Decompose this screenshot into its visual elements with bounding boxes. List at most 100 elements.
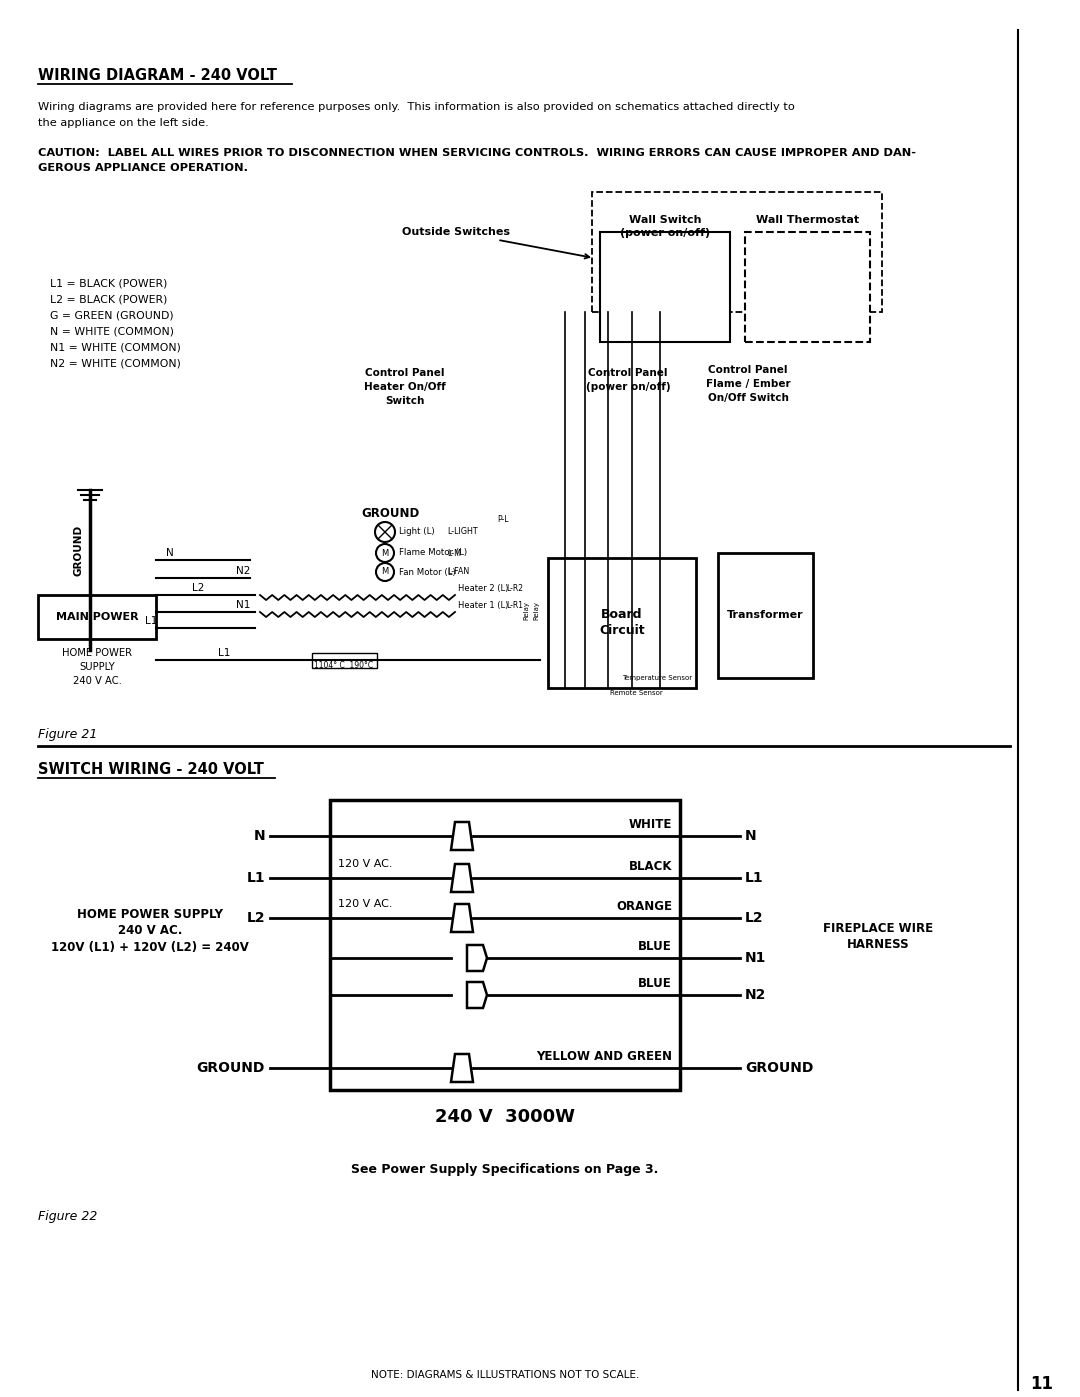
Text: HOME POWER: HOME POWER (62, 648, 132, 658)
Text: N2: N2 (237, 566, 251, 576)
Text: HARNESS: HARNESS (847, 937, 909, 950)
Text: Control Panel: Control Panel (708, 365, 787, 374)
Bar (330, 800, 680, 1090)
Text: 11: 11 (1030, 1375, 1053, 1393)
Polygon shape (451, 863, 473, 893)
Text: Wall Thermostat: Wall Thermostat (756, 215, 860, 225)
Text: N1: N1 (745, 951, 767, 965)
Text: 120 V AC.: 120 V AC. (338, 900, 392, 909)
Text: MAIN POWER: MAIN POWER (56, 612, 138, 622)
Text: L2: L2 (246, 911, 265, 925)
Text: CAUTION:  LABEL ALL WIRES PRIOR TO DISCONNECTION WHEN SERVICING CONTROLS.  WIRIN: CAUTION: LABEL ALL WIRES PRIOR TO DISCON… (38, 148, 916, 158)
Text: FIREPLACE WIRE: FIREPLACE WIRE (823, 922, 933, 935)
Text: 1104° C  190°C: 1104° C 190°C (314, 661, 373, 671)
Text: Flame Motor (L): Flame Motor (L) (399, 549, 468, 557)
Text: Relay: Relay (523, 601, 529, 619)
Text: L2 = BLACK (POWER): L2 = BLACK (POWER) (50, 293, 167, 305)
Text: Switch: Switch (386, 395, 424, 407)
Text: L1: L1 (745, 870, 764, 886)
Bar (718, 553, 813, 678)
Text: Heater 1 (L): Heater 1 (L) (458, 601, 509, 610)
Bar (745, 232, 870, 342)
Text: P-L: P-L (497, 515, 509, 524)
Text: Control Panel: Control Panel (365, 367, 445, 379)
Polygon shape (467, 944, 487, 971)
Text: G = GREEN (GROUND): G = GREEN (GROUND) (50, 310, 174, 320)
Text: Outside Switches: Outside Switches (402, 226, 590, 258)
Text: Transformer: Transformer (727, 610, 804, 620)
Text: Wiring diagrams are provided here for reference purposes only.  This information: Wiring diagrams are provided here for re… (38, 102, 795, 112)
Text: N: N (254, 828, 265, 842)
Polygon shape (451, 821, 473, 849)
Text: N: N (166, 548, 174, 557)
Text: Board: Board (602, 609, 643, 622)
Bar (548, 557, 696, 687)
Text: 120V (L1) + 120V (L2) = 240V: 120V (L1) + 120V (L2) = 240V (51, 940, 248, 954)
Text: M: M (381, 549, 389, 557)
Bar (312, 652, 377, 668)
Polygon shape (467, 982, 487, 1009)
Text: BLUE: BLUE (638, 940, 672, 953)
Text: 240 V AC.: 240 V AC. (72, 676, 121, 686)
Text: L-LIGHT: L-LIGHT (447, 528, 477, 536)
Text: WIRING DIAGRAM - 240 VOLT: WIRING DIAGRAM - 240 VOLT (38, 68, 276, 82)
Text: WHITE: WHITE (629, 819, 672, 831)
Text: Fan Motor (L): Fan Motor (L) (399, 567, 456, 577)
Text: N1 = WHITE (COMMON): N1 = WHITE (COMMON) (50, 342, 180, 352)
Text: L1 = BLACK (POWER): L1 = BLACK (POWER) (50, 278, 167, 288)
Text: GROUND: GROUND (197, 1060, 265, 1076)
Text: BLUE: BLUE (638, 977, 672, 990)
Text: L-M: L-M (447, 549, 461, 557)
Text: Control Panel: Control Panel (589, 367, 667, 379)
Text: L1: L1 (218, 648, 230, 658)
Text: L1: L1 (145, 616, 158, 626)
Text: N = WHITE (COMMON): N = WHITE (COMMON) (50, 326, 174, 337)
Text: GROUND: GROUND (745, 1060, 813, 1076)
Text: L2: L2 (192, 583, 204, 592)
Text: (power on/off): (power on/off) (620, 228, 710, 237)
Text: Heater 2 (L): Heater 2 (L) (458, 584, 509, 592)
Text: SWITCH WIRING - 240 VOLT: SWITCH WIRING - 240 VOLT (38, 761, 264, 777)
Text: Temperature Sensor: Temperature Sensor (622, 675, 692, 680)
Text: N2: N2 (745, 988, 767, 1002)
Text: N2 = WHITE (COMMON): N2 = WHITE (COMMON) (50, 358, 180, 367)
Text: Flame / Ember: Flame / Ember (705, 379, 791, 388)
Text: N: N (745, 828, 757, 842)
Text: Wall Switch: Wall Switch (629, 215, 701, 225)
Text: the appliance on the left side.: the appliance on the left side. (38, 117, 208, 129)
Text: Light (L): Light (L) (399, 528, 434, 536)
Text: L-R2: L-R2 (507, 584, 523, 592)
Text: NOTE: DIAGRAMS & ILLUSTRATIONS NOT TO SCALE.: NOTE: DIAGRAMS & ILLUSTRATIONS NOT TO SC… (370, 1370, 639, 1380)
Text: See Power Supply Specifications on Page 3.: See Power Supply Specifications on Page … (351, 1162, 659, 1176)
Bar (38, 595, 156, 638)
Text: 120 V AC.: 120 V AC. (338, 859, 392, 869)
Text: On/Off Switch: On/Off Switch (707, 393, 788, 402)
Bar (592, 191, 882, 312)
Text: N1: N1 (237, 599, 251, 610)
Text: Figure 21: Figure 21 (38, 728, 97, 740)
Text: L-R1: L-R1 (507, 601, 523, 610)
Text: Relay: Relay (534, 601, 539, 619)
Text: GEROUS APPLIANCE OPERATION.: GEROUS APPLIANCE OPERATION. (38, 163, 248, 173)
Text: 240 V  3000W: 240 V 3000W (435, 1108, 575, 1126)
Text: YELLOW AND GREEN: YELLOW AND GREEN (536, 1051, 672, 1063)
Text: L2: L2 (745, 911, 764, 925)
Text: Figure 22: Figure 22 (38, 1210, 97, 1222)
Text: Circuit: Circuit (599, 624, 645, 637)
Text: GROUND: GROUND (73, 524, 83, 576)
Text: Heater On/Off: Heater On/Off (364, 381, 446, 393)
Text: SUPPLY: SUPPLY (79, 662, 114, 672)
Text: HOME POWER SUPPLY: HOME POWER SUPPLY (77, 908, 222, 922)
Polygon shape (451, 1053, 473, 1083)
Text: 240 V AC.: 240 V AC. (118, 925, 183, 937)
Polygon shape (451, 904, 473, 932)
Text: ORANGE: ORANGE (616, 900, 672, 914)
Bar (600, 232, 730, 342)
Text: L1: L1 (246, 870, 265, 886)
Text: (power on/off): (power on/off) (585, 381, 671, 393)
Text: L-FAN: L-FAN (447, 567, 469, 577)
Text: GROUND: GROUND (361, 507, 419, 520)
Text: BLACK: BLACK (629, 861, 672, 873)
Text: M: M (381, 567, 389, 577)
Text: Remote Sensor: Remote Sensor (610, 690, 663, 696)
